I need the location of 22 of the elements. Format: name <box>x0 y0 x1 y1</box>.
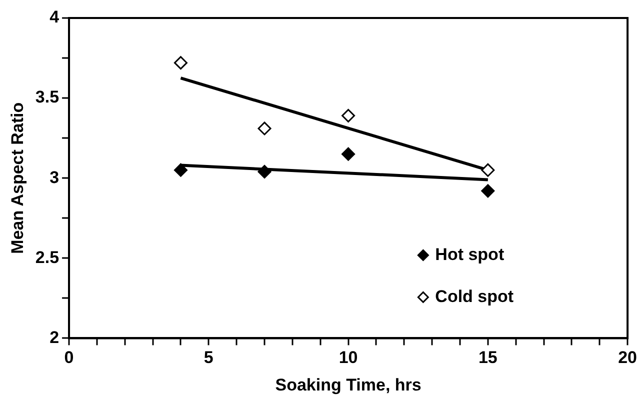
x-axis-title: Soaking Time, hrs <box>275 375 422 394</box>
point <box>258 122 272 136</box>
point <box>342 147 356 161</box>
y-tick-label: 2 <box>50 328 60 347</box>
point <box>481 163 495 177</box>
point <box>342 108 356 122</box>
legend-label: Cold spot <box>435 286 514 306</box>
point <box>174 56 188 70</box>
y-tick-label: 3.5 <box>35 88 60 107</box>
x-tick-label: 0 <box>64 348 74 368</box>
x-tick-label: 20 <box>618 348 638 368</box>
y-tick-label: 4 <box>50 8 60 27</box>
x-tick-label: 10 <box>338 348 358 368</box>
legend-label: Hot spot <box>435 244 504 264</box>
point <box>258 164 272 178</box>
y-tick-label: 3 <box>50 168 60 187</box>
point <box>481 184 495 198</box>
point <box>174 163 188 177</box>
x-tick-label: 5 <box>204 348 214 368</box>
y-axis-title: Mean Aspect Ratio <box>8 102 27 254</box>
x-tick-label: 15 <box>478 348 498 368</box>
y-tick-label: 2.5 <box>35 248 60 267</box>
